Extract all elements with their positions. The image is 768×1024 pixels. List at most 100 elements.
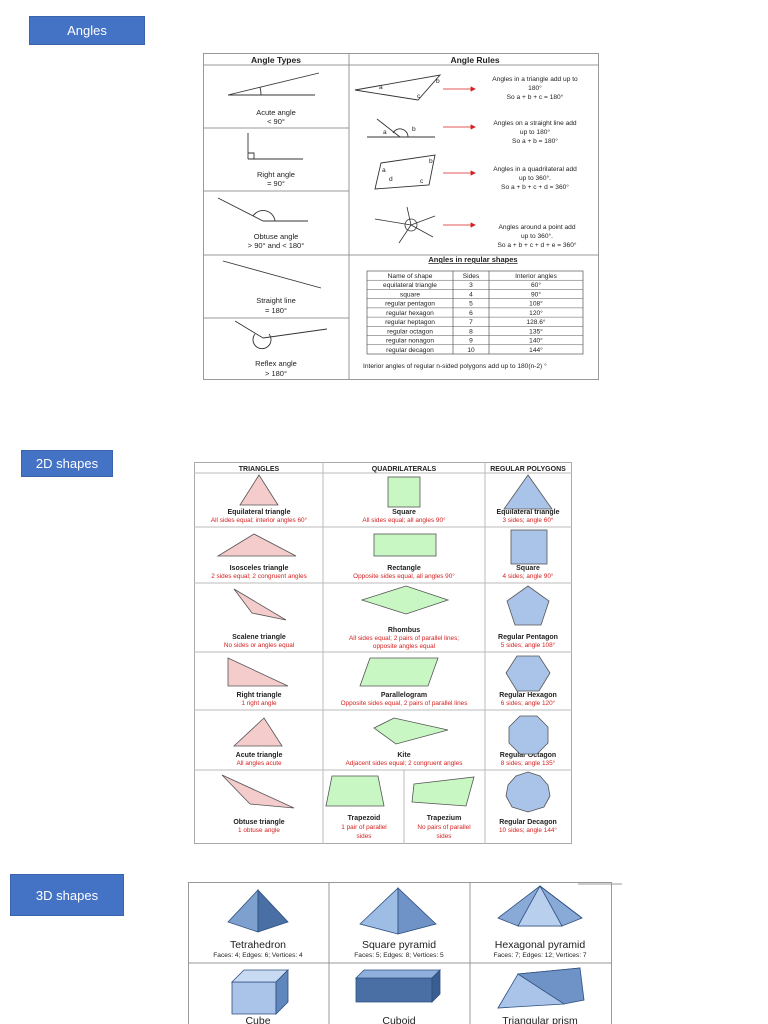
table-cell: 3 — [469, 282, 473, 289]
quad-name: Rectangle — [387, 565, 421, 572]
straight-rule-line2: up to 180° — [520, 128, 550, 136]
polygon-name: Regular Decagon — [499, 819, 557, 826]
svg-text:a: a — [383, 129, 387, 136]
triangle-name: Acute triangle — [236, 752, 283, 759]
table-cell: 10 — [467, 347, 475, 354]
solid-info: Faces: 7; Edges: 12; Vertices: 7 — [493, 952, 586, 959]
quad-name: Rhombus — [388, 627, 420, 634]
triangle-name: Obtuse triangle — [233, 819, 284, 826]
table-cell: regular pentagon — [385, 301, 435, 308]
triangle-desc: 2 sides equal; 2 congruent angles — [211, 573, 307, 580]
right-triangle-icon — [227, 657, 289, 687]
arrow-icon — [443, 86, 476, 228]
angles-panel: Angle Types Angle Rules Acute angle < 90… — [203, 53, 599, 380]
triangle-desc: No sides or angles equal — [224, 642, 294, 649]
table-cell: 140° — [529, 337, 543, 345]
acute-angle-label: Acute angle — [256, 108, 296, 117]
svg-text:b: b — [429, 158, 433, 165]
table-cell: 8 — [469, 328, 473, 335]
regular-triangle-icon — [503, 474, 553, 510]
quad-rule-line1: Angles in a quadrilateral add — [493, 166, 577, 173]
triangle-angles-icon: a b c — [354, 74, 442, 101]
hexagon-icon — [505, 655, 551, 692]
svg-text:c: c — [420, 178, 424, 185]
polygon-desc: 6 sides; angle 120° — [501, 699, 556, 707]
solid-name: Triangular prism — [502, 1015, 578, 1024]
table-cell: 90° — [531, 290, 541, 298]
table-header-cell: Sides — [463, 273, 480, 280]
triangle-rule-line2: 180° — [528, 84, 542, 92]
equilateral-triangle-icon — [239, 474, 279, 506]
hexagonal-pyramid-icon — [497, 885, 583, 927]
solid-name: Cuboid — [382, 1015, 415, 1024]
obtuse-angle-rule: > 90° and < 180° — [248, 241, 304, 250]
2d-shapes-section-button[interactable]: 2D shapes — [21, 450, 113, 477]
octagon-icon — [508, 715, 549, 755]
quad-desc: All sides equal; 2 pairs of parallel lin… — [349, 635, 459, 642]
angles-section-button[interactable]: Angles — [29, 16, 145, 45]
point-rule-line1: Angles around a point add — [499, 224, 576, 231]
table-header-cell: Name of shape — [388, 273, 433, 280]
quad-rule-line2: up to 360°. — [519, 174, 551, 182]
pentagon-icon — [506, 585, 550, 626]
polygon-name: Regular Hexagon — [499, 692, 557, 699]
point-angles-icon — [374, 206, 436, 244]
quad-name: Parallelogram — [381, 692, 427, 699]
regular-polygons-header: REGULAR POLYGONS — [490, 466, 566, 473]
solid-info: Faces: 4; Edges: 6; Vertices: 4 — [213, 952, 303, 959]
triangle-name: Isosceles triangle — [230, 565, 289, 572]
triangle-name: Right triangle — [236, 692, 281, 699]
rhombus-icon — [360, 585, 450, 615]
table-cell: 60° — [531, 281, 541, 289]
quad-desc: Opposite sides equal, 2 pairs of paralle… — [341, 700, 468, 707]
solid-name: Hexagonal pyramid — [495, 939, 586, 951]
kite-icon — [373, 717, 449, 745]
svg-text:a: a — [379, 84, 383, 91]
straight-rule-line3: So a + b = 180° — [512, 137, 558, 145]
obtuse-triangle-icon — [221, 774, 295, 809]
obtuse-angle-icon — [217, 197, 308, 222]
reflex-angle-rule: > 180° — [265, 369, 287, 378]
quadrilateral-angles-icon: a b c d — [374, 154, 436, 190]
table-cell: regular decagon — [386, 347, 434, 354]
polygon-desc: 3 sides; angle 60° — [503, 516, 554, 524]
acute-triangle-icon — [232, 717, 283, 747]
table-cell: 9 — [469, 338, 473, 345]
trapezium-icon — [411, 776, 475, 807]
table-cell: 128.6° — [526, 318, 546, 326]
quad-desc-2: opposite angles equal — [373, 643, 435, 650]
straight-line-label: Straight line — [256, 296, 296, 305]
obtuse-angle-label: Obtuse angle — [254, 232, 299, 241]
parallelogram-icon — [359, 657, 439, 687]
angle-types-header: Angle Types — [251, 55, 301, 65]
right-angle-label: Right angle — [257, 170, 295, 179]
polygon-name: Square — [516, 565, 540, 572]
table-cell: regular heptagon — [385, 319, 435, 326]
polygon-name: Equilateral triangle — [496, 509, 559, 516]
3d-shapes-section-button[interactable]: 3D shapes — [10, 874, 124, 916]
straight-line-angles-icon: a b — [367, 118, 435, 138]
reflex-angle-label: Reflex angle — [255, 359, 297, 368]
quad-name: Kite — [397, 752, 410, 759]
point-rule-line2: up to 360°. — [521, 232, 553, 240]
polygon-name: Regular Pentagon — [498, 634, 558, 641]
triangle-name: Scalene triangle — [232, 634, 286, 641]
table-cell: regular hexagon — [386, 310, 434, 317]
reflex-angle-icon — [234, 320, 328, 350]
cube-icon — [231, 969, 289, 1015]
trapezium-desc-2: sides — [437, 833, 452, 840]
solid-name: Cube — [245, 1015, 270, 1024]
quad-rule-line3: So a + b + c + d = 360° — [501, 183, 569, 191]
trapezoid-icon — [325, 775, 385, 807]
table-cell: 6 — [469, 310, 473, 317]
svg-text:d: d — [389, 176, 393, 183]
triangle-desc: 1 obtuse angle — [238, 827, 280, 834]
regular-square-icon — [510, 529, 548, 565]
polygon-name: Regular Octagon — [500, 752, 556, 759]
right-angle-icon — [247, 133, 303, 160]
triangular-prism-icon — [497, 967, 585, 1009]
table-cell: 7 — [469, 319, 473, 326]
straight-line-icon — [222, 260, 322, 289]
svg-text:c: c — [417, 93, 421, 100]
polygon-desc: 8 sides; angle 135° — [501, 759, 556, 767]
